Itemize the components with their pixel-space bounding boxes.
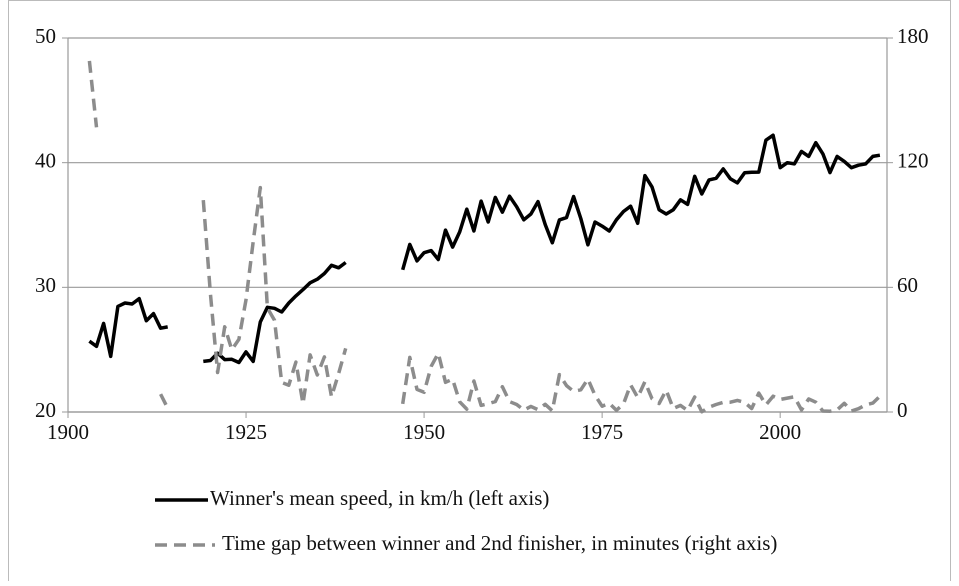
y-tick-label: 40 [35, 148, 56, 172]
y2-tick-label: 60 [897, 273, 918, 297]
y2-tick-label: 120 [897, 148, 929, 172]
x-tick-label: 1950 [403, 420, 445, 444]
y2-tick-label: 180 [897, 24, 929, 48]
x-tick-label: 2000 [759, 420, 801, 444]
x-tick-label: 1900 [47, 420, 89, 444]
x-tick-label: 1975 [581, 420, 623, 444]
series-line [87, 60, 882, 414]
y2-tick-label: 0 [897, 398, 908, 422]
series-line [88, 133, 881, 365]
legend-label: Winner's mean speed, in km/h (left axis) [210, 486, 549, 510]
x-tick-label: 1925 [225, 420, 267, 444]
legend-label: Time gap between winner and 2nd finisher… [222, 531, 777, 555]
y-tick-label: 50 [35, 24, 56, 48]
y-tick-label: 20 [35, 398, 56, 422]
chart-frame [8, 0, 951, 586]
y-tick-label: 30 [35, 273, 56, 297]
